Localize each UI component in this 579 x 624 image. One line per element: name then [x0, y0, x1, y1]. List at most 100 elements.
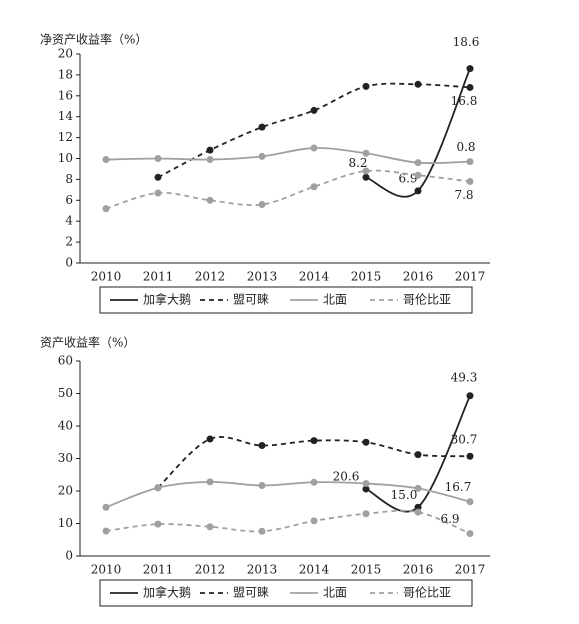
- legend-label: 哥伦比亚: [403, 292, 451, 307]
- data-point: [102, 503, 110, 511]
- data-label: 7.8: [454, 188, 473, 202]
- x-tick-label: 2015: [351, 270, 382, 284]
- x-tick-label: 2011: [143, 270, 174, 284]
- y-tick-label: 50: [58, 386, 73, 400]
- data-point: [414, 187, 422, 195]
- legend-label: 盟可睐: [233, 293, 269, 307]
- legend-label: 哥伦比亚: [403, 585, 451, 600]
- legend-label: 加拿大鹅: [143, 585, 191, 600]
- data-label: 20.6: [333, 470, 360, 484]
- data-point: [206, 523, 214, 531]
- legend-label: 北面: [323, 293, 347, 307]
- data-point: [102, 156, 110, 164]
- series-line: [365, 68, 471, 198]
- data-point: [154, 173, 162, 181]
- data-point: [414, 503, 422, 511]
- data-point: [466, 177, 474, 185]
- x-tick-label: 2017: [455, 270, 486, 284]
- data-label: 8.2: [348, 156, 367, 170]
- y-tick-label: 60: [58, 354, 73, 368]
- data-point: [466, 392, 474, 400]
- x-tick-label: 2015: [351, 563, 382, 577]
- data-point: [206, 478, 214, 486]
- x-tick-label: 2010: [91, 563, 122, 577]
- data-point: [258, 481, 266, 489]
- data-point: [258, 123, 266, 131]
- data-point: [362, 480, 370, 488]
- data-point: [310, 183, 318, 191]
- legend-box: [99, 286, 473, 314]
- legend-label: 北面: [323, 586, 347, 600]
- y-tick-label: 0: [65, 256, 73, 270]
- x-tick-label: 2014: [299, 563, 330, 577]
- data-point: [414, 508, 422, 516]
- data-point: [362, 510, 370, 518]
- data-point: [414, 171, 422, 179]
- y-tick-label: 8: [65, 172, 73, 186]
- y-tick-label: 4: [65, 214, 73, 228]
- x-tick-label: 2014: [299, 270, 330, 284]
- legend-box: [99, 579, 473, 607]
- series-line: [105, 509, 471, 535]
- data-point: [206, 435, 214, 443]
- data-point: [154, 484, 162, 492]
- data-point: [414, 159, 422, 167]
- data-point: [310, 437, 318, 445]
- data-point: [310, 478, 318, 486]
- data-point: [154, 520, 162, 528]
- data-point: [362, 82, 370, 90]
- data-label: 16.8: [451, 94, 478, 108]
- y-tick-label: 2: [65, 235, 73, 249]
- y-tick-label: 40: [58, 419, 73, 433]
- y-tick-label: 6: [65, 193, 73, 207]
- data-point: [258, 442, 266, 449]
- data-label: 30.7: [451, 433, 478, 447]
- data-label: 6.9: [398, 171, 417, 185]
- data-point: [362, 149, 370, 157]
- series-line: [105, 147, 471, 165]
- x-tick-label: 2016: [403, 270, 434, 284]
- data-point: [466, 83, 474, 91]
- data-label: 49.3: [451, 370, 478, 384]
- data-point: [206, 196, 214, 204]
- data-point: [102, 527, 110, 535]
- series-line: [105, 480, 471, 509]
- data-point: [362, 438, 370, 446]
- annotation: 0.8: [456, 140, 475, 154]
- data-point: [362, 485, 370, 493]
- x-tick-label: 2017: [455, 563, 486, 577]
- data-point: [362, 167, 370, 175]
- data-label: 6.9: [440, 512, 459, 526]
- data-label: 16.7: [445, 480, 472, 494]
- series-line: [105, 169, 471, 210]
- data-point: [206, 146, 214, 154]
- data-point: [310, 144, 318, 152]
- x-tick-label: 2013: [247, 563, 278, 577]
- y-tick-label: 12: [58, 130, 73, 144]
- data-point: [466, 452, 474, 460]
- y-tick-label: 30: [58, 451, 73, 465]
- y-tick-label: 10: [58, 516, 73, 530]
- y-tick-label: 18: [58, 67, 73, 81]
- data-label: 15.0: [391, 488, 418, 502]
- y-tick-label: 20: [58, 47, 73, 61]
- data-point: [310, 517, 318, 525]
- x-tick-label: 2011: [143, 563, 174, 577]
- data-point: [258, 200, 266, 208]
- y-tick-label: 14: [58, 109, 74, 123]
- chart-title: 净资产收益率（%）: [40, 32, 147, 47]
- data-point: [466, 158, 474, 166]
- data-point: [102, 205, 110, 213]
- data-point: [414, 451, 422, 459]
- data-point: [466, 65, 474, 73]
- y-tick-label: 0: [65, 549, 73, 563]
- x-tick-label: 2012: [195, 270, 226, 284]
- data-point: [258, 152, 266, 160]
- data-label: 18.6: [453, 35, 480, 49]
- legend-label: 加拿大鹅: [143, 292, 191, 307]
- data-point: [466, 498, 474, 506]
- y-tick-label: 20: [58, 484, 73, 498]
- x-tick-label: 2013: [247, 270, 278, 284]
